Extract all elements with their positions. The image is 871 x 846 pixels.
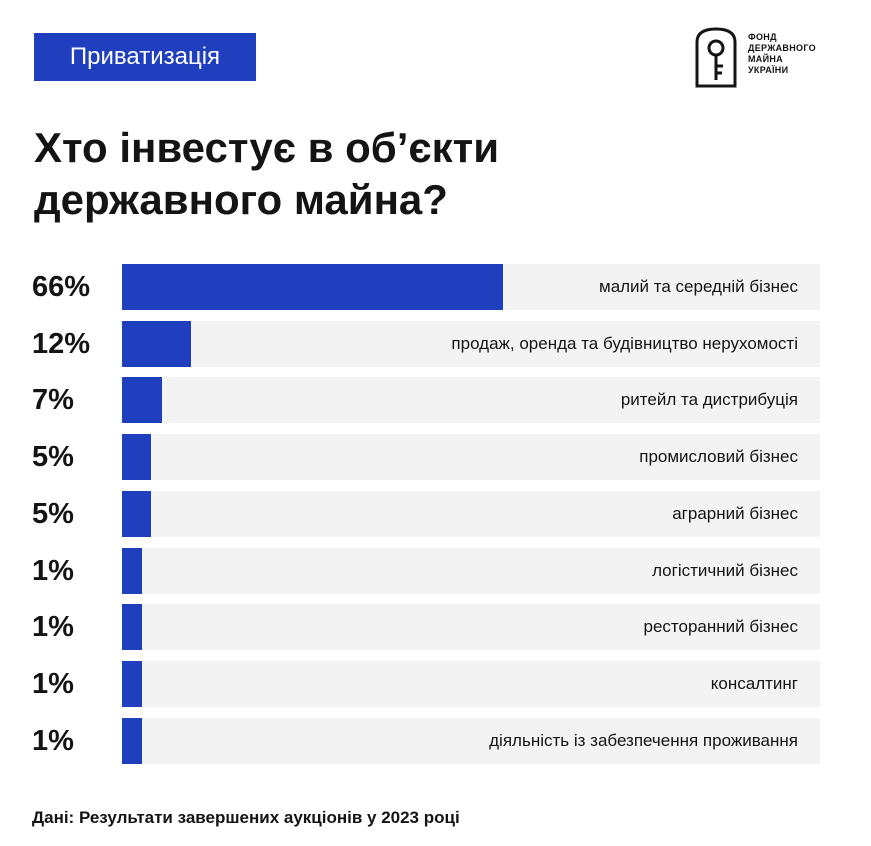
key-logo-icon [695, 27, 737, 88]
logo-line: ДЕРЖАВНОГО [748, 43, 816, 53]
logo: ФОНД ДЕРЖАВНОГО МАЙНА УКРАЇНИ [694, 26, 834, 90]
bar-track: ритейл та дистрибуція [122, 377, 820, 423]
category-label: ресторанний бізнес [643, 617, 798, 636]
category-label: продаж, оренда та будівництво нерухомост… [451, 334, 798, 353]
section-tag: Приватизація [34, 33, 256, 81]
bar-track: логістичний бізнес [122, 548, 820, 594]
bar-row: 1% діяльність із забезпечення проживання [0, 718, 871, 764]
title-line: державного майна? [34, 176, 448, 223]
bar [122, 661, 142, 707]
category-label: ритейл та дистрибуція [620, 390, 798, 409]
bar-track: ресторанний бізнес [122, 604, 820, 650]
data-source-note: Дані: Результати завершених аукціонів у … [32, 808, 460, 827]
category-label: консалтинг [710, 674, 798, 693]
bar-track: промисловий бізнес [122, 434, 820, 480]
chart-title: Хто інвестує в об’єкти державного майна? [34, 122, 734, 226]
bar-row: 7% ритейл та дистрибуція [0, 377, 871, 423]
value-label: 1% [32, 725, 74, 757]
category-label: діяльність із забезпечення проживання [489, 731, 798, 750]
bar [122, 604, 142, 650]
logo-text: ФОНД ДЕРЖАВНОГО МАЙНА УКРАЇНИ [748, 32, 816, 76]
bar-track: малий та середній бізнес [122, 264, 820, 310]
bar [122, 718, 142, 764]
bar-row: 1% ресторанний бізнес [0, 604, 871, 650]
bar-row: 5% промисловий бізнес [0, 434, 871, 480]
logo-line: ФОНД [748, 32, 777, 42]
bar [122, 434, 151, 480]
bar-track: консалтинг [122, 661, 820, 707]
logo-line: УКРАЇНИ [748, 65, 789, 75]
value-label: 66% [32, 271, 91, 303]
value-label: 7% [32, 384, 74, 416]
bar-track: продаж, оренда та будівництво нерухомост… [122, 321, 820, 367]
value-label: 5% [32, 441, 74, 473]
category-label: логістичний бізнес [652, 561, 798, 580]
bar-track: аграрний бізнес [122, 491, 820, 537]
bar [122, 377, 162, 423]
bar-row: 12% продаж, оренда та будівництво нерухом… [0, 321, 871, 367]
value-label: 12% [32, 328, 91, 360]
category-label: малий та середній бізнес [599, 277, 798, 296]
category-label: промисловий бізнес [639, 447, 798, 466]
bar-row: 5% аграрний бізнес [0, 491, 871, 537]
bar-row: 1% логістичний бізнес [0, 548, 871, 594]
value-label: 1% [32, 668, 74, 700]
bar-track: діяльність із забезпечення проживання [122, 718, 820, 764]
bar [122, 548, 142, 594]
category-label: аграрний бізнес [672, 504, 798, 523]
value-label: 1% [32, 611, 74, 643]
bar [122, 491, 151, 537]
bar [122, 264, 503, 310]
value-label: 1% [32, 555, 74, 587]
value-label: 5% [32, 498, 74, 530]
bar [122, 321, 191, 367]
logo-line: МАЙНА [748, 54, 783, 64]
bar-row: 66% малий та середній бізнес [0, 264, 871, 310]
bar-row: 1% консалтинг [0, 661, 871, 707]
title-line: Хто інвестує в об’єкти [34, 124, 500, 171]
